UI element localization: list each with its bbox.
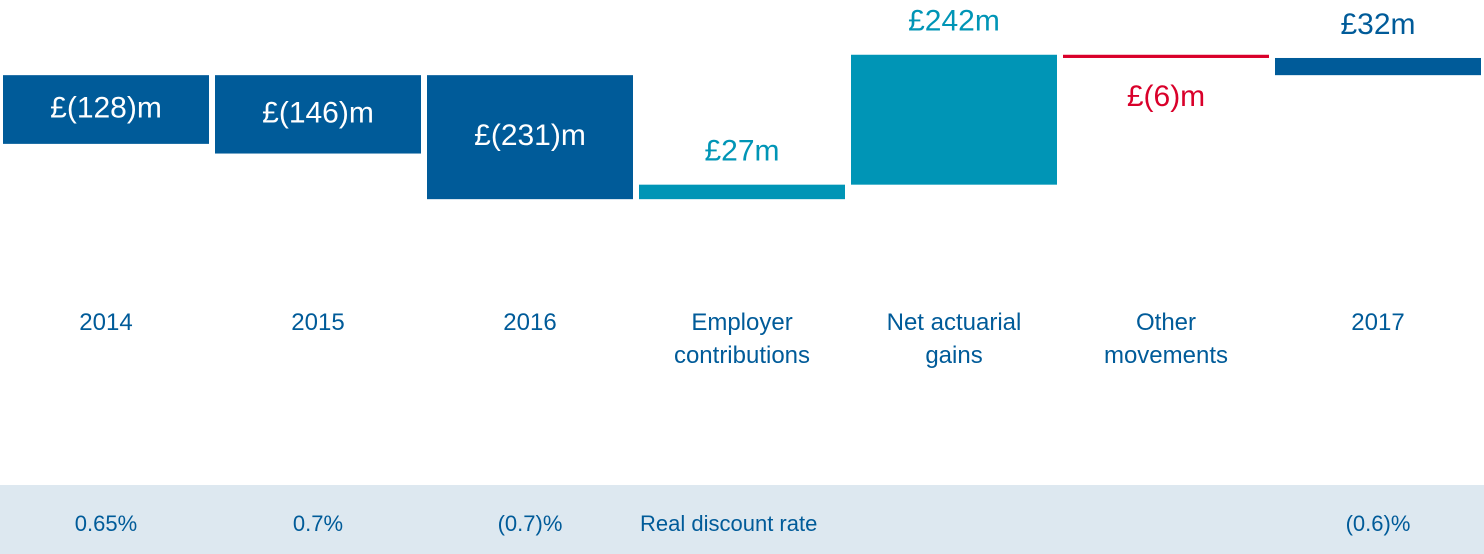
value-label: £(128)m [50,91,162,124]
bar [3,75,209,144]
x-tick-label: Other movements [1103,309,1229,369]
bar [215,75,421,154]
bar [639,184,845,200]
bar [851,54,1057,185]
x-tick-label: Employer contributions [673,309,811,369]
value-label: £27m [704,135,779,168]
rate-value: (0.7)% [498,511,563,536]
rate-value: (0.6)% [1346,511,1411,536]
value-label: £242m [908,5,1000,38]
rate-row-label: Real discount rate [640,511,817,536]
x-tick-label: 2015 [291,309,345,336]
rate-band [0,485,1484,554]
x-tick-label: 2017 [1351,309,1405,336]
bar [427,75,633,200]
rate-value: 0.65% [75,511,137,536]
rate-value: 0.7% [293,511,343,536]
value-label: £(231)m [474,119,586,152]
x-tick-label: 2016 [503,309,557,336]
value-label: £(146)m [262,96,374,129]
value-label: £32m [1340,8,1415,41]
bar [1275,57,1481,76]
value-label: £(6)m [1127,80,1205,113]
bar [1063,54,1269,58]
x-tick-label: 2014 [79,309,133,336]
x-tick-label: Net actuarial gains [886,309,1022,369]
